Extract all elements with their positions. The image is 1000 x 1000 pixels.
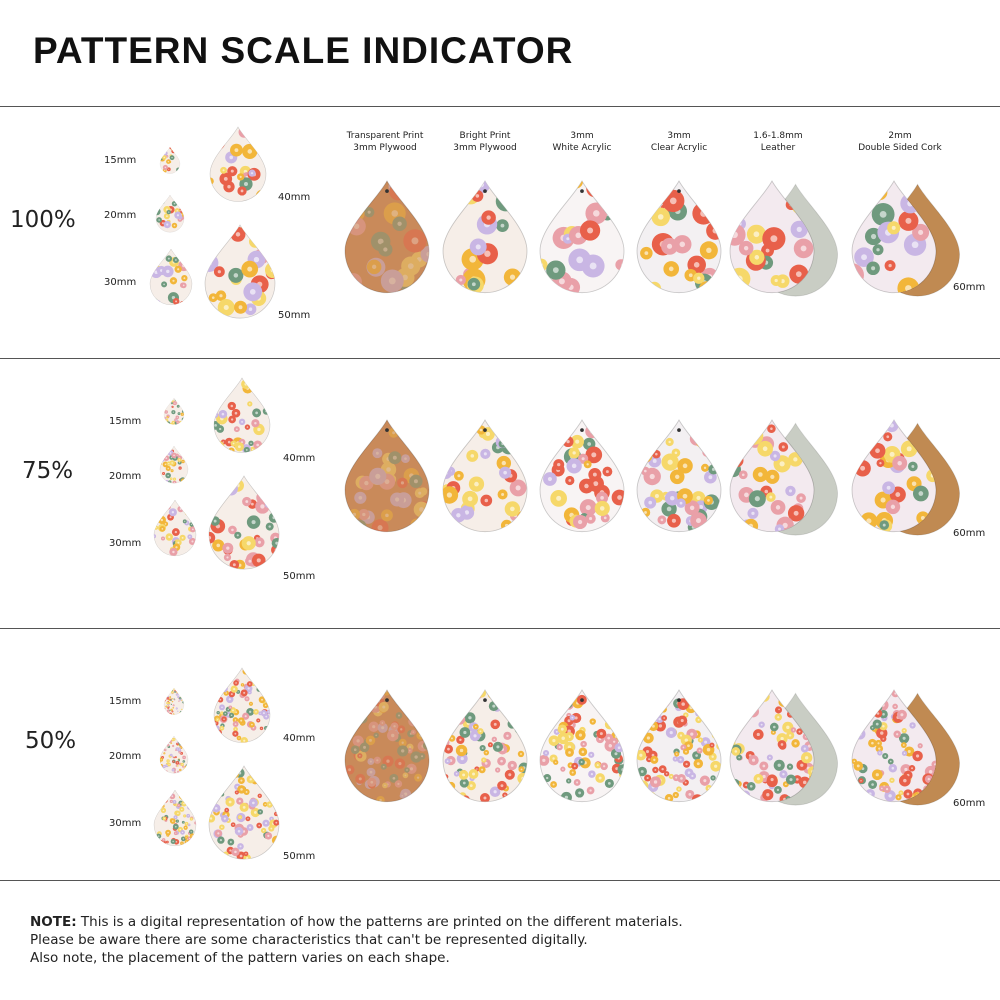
size-label: 50mm	[278, 310, 311, 321]
size-label: 30mm	[109, 538, 142, 549]
size-label: 50mm	[283, 571, 316, 582]
size-label: 40mm	[283, 453, 316, 464]
size-label: 30mm	[109, 818, 142, 829]
teardrop-sample	[851, 689, 960, 806]
size-label: 15mm	[109, 696, 142, 707]
material-line: Double Sided Cork	[858, 143, 942, 153]
size-label: 30mm	[104, 277, 137, 288]
material-line: 3mm Plywood	[353, 143, 417, 153]
teardrop-sample	[213, 667, 271, 743]
size-label: 20mm	[109, 471, 142, 482]
note-line: Also note, the placement of the pattern …	[30, 950, 450, 966]
material-line: 1.6-1.8mm	[753, 131, 803, 141]
material-header: Bright Print 3mm Plywood	[430, 130, 540, 154]
size-label: 15mm	[104, 155, 137, 166]
teardrop-sample	[851, 419, 960, 536]
teardrop-sample	[204, 224, 276, 319]
size-label: 50mm	[283, 851, 316, 862]
teardrop-sample	[344, 419, 430, 533]
teardrop-sample	[153, 499, 197, 557]
material-header: 3mm Clear Acrylic	[624, 130, 734, 154]
size-label: 40mm	[283, 733, 316, 744]
teardrop-sample	[851, 180, 960, 297]
scale-label: 100%	[10, 207, 76, 233]
material-line: 3mm	[570, 131, 594, 141]
divider	[0, 628, 1000, 629]
teardrop-sample	[159, 445, 189, 484]
material-line: 3mm	[667, 131, 691, 141]
note-line: Please be aware there are some character…	[30, 932, 588, 948]
teardrop-sample	[729, 419, 838, 536]
divider	[0, 106, 1000, 107]
note-line: This is a digital representation of how …	[76, 914, 683, 930]
teardrop-sample	[159, 735, 189, 774]
material-header: 2mm Double Sided Cork	[845, 130, 955, 154]
note-text: NOTE: This is a digital representation o…	[30, 913, 683, 967]
teardrop-sample	[213, 377, 271, 453]
divider	[0, 358, 1000, 359]
teardrop-sample	[636, 689, 722, 803]
material-header: 3mm White Acrylic	[527, 130, 637, 154]
material-line: Leather	[760, 143, 796, 153]
teardrop-sample	[539, 180, 625, 294]
teardrop-sample	[344, 180, 430, 294]
teardrop-sample	[163, 397, 185, 425]
size-label: 20mm	[109, 751, 142, 762]
teardrop-sample	[729, 180, 838, 297]
teardrop-sample	[209, 126, 267, 202]
teardrop-sample	[539, 419, 625, 533]
teardrop-sample	[344, 689, 430, 803]
size-label: 60mm	[953, 282, 986, 293]
note-label: NOTE:	[30, 914, 77, 930]
teardrop-sample	[442, 689, 528, 803]
teardrop-sample	[208, 765, 280, 860]
teardrop-sample	[729, 689, 838, 806]
scale-label: 50%	[25, 728, 77, 754]
teardrop-sample	[159, 146, 181, 174]
size-label: 60mm	[953, 798, 986, 809]
material-line: Clear Acrylic	[650, 143, 708, 153]
material-header: 1.6-1.8mm Leather	[723, 130, 833, 154]
teardrop-sample	[149, 248, 193, 306]
teardrop-sample	[442, 419, 528, 533]
material-line: 2mm	[888, 131, 912, 141]
size-label: 20mm	[104, 210, 137, 221]
teardrop-sample	[442, 180, 528, 294]
page-title: PATTERN SCALE INDICATOR	[33, 30, 574, 71]
teardrop-sample	[636, 419, 722, 533]
teardrop-sample	[539, 689, 625, 803]
divider	[0, 880, 1000, 881]
size-label: 15mm	[109, 416, 142, 427]
material-line: Transparent Print	[346, 131, 424, 141]
size-label: 40mm	[278, 192, 311, 203]
teardrop-sample	[153, 789, 197, 847]
material-line: 3mm Plywood	[453, 143, 517, 153]
size-label: 60mm	[953, 528, 986, 539]
material-line: White Acrylic	[552, 143, 612, 153]
teardrop-sample	[636, 180, 722, 294]
teardrop-sample	[208, 475, 280, 570]
teardrop-sample	[163, 687, 185, 715]
teardrop-sample	[155, 194, 185, 233]
material-header: Transparent Print 3mm Plywood	[330, 130, 440, 154]
scale-label: 75%	[22, 458, 74, 484]
material-line: Bright Print	[459, 131, 511, 141]
